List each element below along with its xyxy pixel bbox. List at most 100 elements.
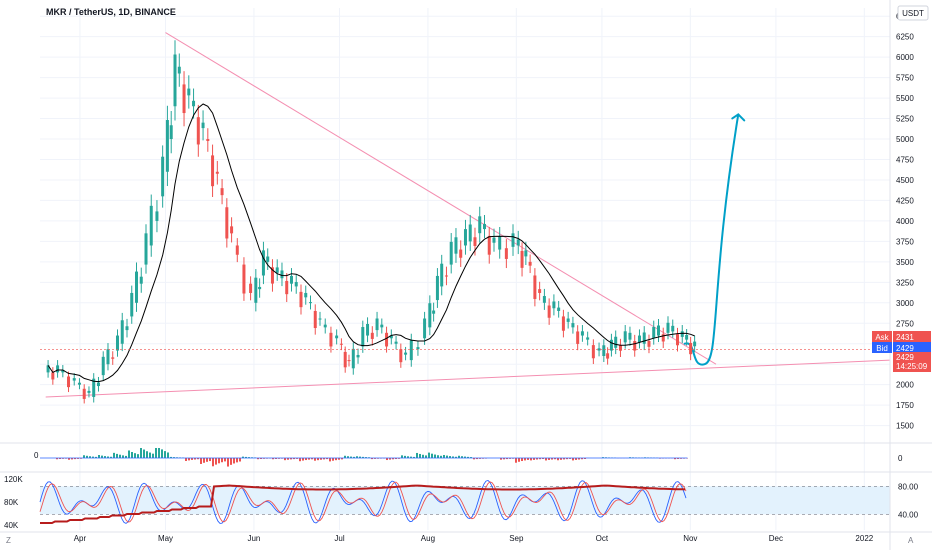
stochastic-left-tick: 40K — [4, 521, 19, 530]
last-price: 2429 — [896, 353, 914, 362]
bid-value-tag — [893, 342, 931, 353]
candle-body — [444, 275, 448, 277]
candle-body — [468, 224, 472, 242]
candle-body — [591, 345, 595, 359]
candle-body — [230, 226, 234, 234]
candle-body — [313, 310, 317, 329]
candle-body — [235, 245, 239, 255]
candle-body — [423, 318, 427, 339]
ascending-trendline[interactable] — [45, 359, 891, 398]
candle-body — [628, 332, 632, 340]
volume-trend-line — [40, 484, 686, 524]
candle-body — [258, 286, 262, 290]
candle-body — [576, 331, 580, 344]
candle-body — [173, 54, 177, 107]
price-tick-label: 3000 — [896, 299, 914, 308]
candle-body — [557, 307, 561, 311]
candle-body — [139, 276, 143, 284]
currency-button[interactable] — [897, 5, 929, 21]
time-tick-label: Nov — [683, 534, 697, 543]
price-tick-label: 3750 — [896, 237, 914, 246]
stochastic-k-line — [39, 479, 687, 524]
forecast-arrowhead[interactable] — [731, 113, 746, 122]
candle-body — [67, 376, 71, 388]
candlestick-series — [46, 40, 697, 404]
candle-body — [492, 237, 496, 243]
candle-body — [614, 336, 618, 348]
candle-body — [266, 256, 270, 262]
descending-trendline[interactable] — [165, 32, 717, 365]
bar-countdown: 14:25:09 — [896, 362, 928, 371]
candle-body — [435, 275, 439, 301]
forecast-drawing[interactable] — [683, 113, 740, 366]
candle-body — [56, 365, 60, 373]
candle-body — [366, 323, 370, 336]
candle-body — [329, 332, 333, 347]
candle-body — [666, 322, 670, 333]
candle-body — [155, 211, 159, 221]
ask-value: 2431 — [896, 333, 914, 342]
time-tick-label: Dec — [769, 534, 783, 543]
candle-body — [51, 372, 55, 380]
candle-body — [459, 249, 463, 258]
candle-body — [318, 318, 322, 320]
candle-body — [538, 289, 542, 293]
candle-body — [566, 318, 570, 322]
candle-body — [478, 216, 482, 234]
candle-body — [618, 345, 622, 351]
moving-average — [40, 103, 890, 383]
ask-value-tag — [893, 331, 931, 342]
candle-body — [323, 324, 327, 328]
time-tick-label: Jul — [334, 534, 344, 543]
candle-body — [671, 325, 675, 332]
candle-body — [343, 351, 347, 368]
price-tick-label: 4250 — [896, 196, 914, 205]
symbol-title[interactable]: MKR / TetherUS, 1D, BINANCE — [46, 7, 176, 17]
candle-body — [182, 84, 186, 114]
price-tick-label: 5000 — [896, 135, 914, 144]
candle-body — [270, 267, 274, 284]
candle-body — [206, 139, 210, 141]
candle-body — [416, 347, 420, 350]
candle-body — [602, 345, 606, 357]
candle-body — [96, 382, 100, 387]
bid-label: Bid — [876, 344, 888, 353]
candle-body — [394, 341, 398, 344]
auto-scale-icon[interactable]: A — [908, 536, 914, 545]
candle-body — [92, 378, 96, 397]
candle-body — [482, 223, 486, 230]
candle-body — [428, 303, 432, 328]
candle-body — [351, 348, 355, 369]
candle-body — [130, 292, 134, 317]
candle-body — [385, 332, 389, 347]
timezone-icon[interactable]: Z — [6, 536, 11, 545]
candle-body — [215, 171, 219, 174]
candle-body — [261, 250, 265, 276]
candle-body — [440, 263, 444, 287]
candle-body — [516, 239, 520, 246]
candle-body — [211, 155, 215, 187]
oscillator-panel — [40, 448, 688, 467]
candle-body — [177, 66, 181, 74]
candle-body — [169, 125, 173, 140]
candle-body — [597, 348, 601, 351]
candle-body — [294, 282, 298, 287]
stochastic-right-tick: 40.00 — [898, 510, 919, 519]
candle-body — [432, 310, 436, 314]
candle-body — [220, 188, 224, 196]
last-price-tag — [893, 352, 931, 372]
candle-body — [693, 341, 697, 347]
candle-body — [106, 349, 110, 365]
candle-body — [61, 369, 65, 373]
candle-body — [249, 283, 253, 293]
candle-body — [285, 280, 289, 295]
candle-body — [115, 335, 119, 351]
price-tick-label: 5500 — [896, 94, 914, 103]
currency-button-label[interactable]: USDT — [902, 9, 924, 18]
candle-body — [275, 267, 279, 273]
drawings[interactable] — [45, 32, 891, 398]
candle-body — [656, 325, 660, 336]
candle-body — [225, 207, 229, 239]
